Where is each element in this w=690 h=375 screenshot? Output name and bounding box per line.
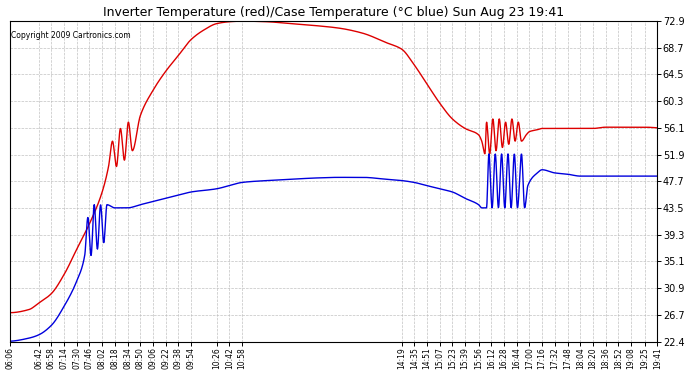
Text: Copyright 2009 Cartronics.com: Copyright 2009 Cartronics.com: [11, 31, 131, 40]
Title: Inverter Temperature (red)/Case Temperature (°C blue) Sun Aug 23 19:41: Inverter Temperature (red)/Case Temperat…: [103, 6, 564, 18]
